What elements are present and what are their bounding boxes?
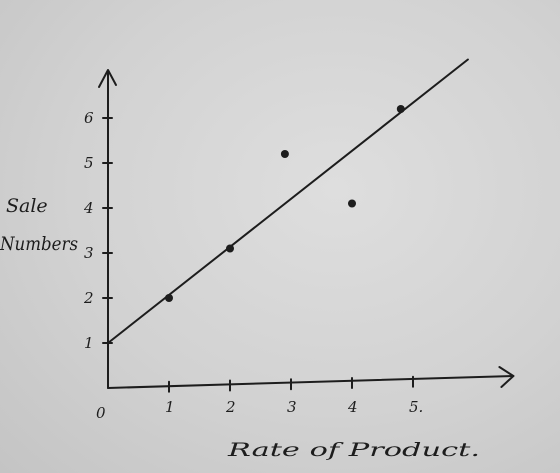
trend-line-group <box>108 60 468 344</box>
y-tick-label-5: 5 <box>84 154 94 172</box>
trend-line <box>108 60 468 344</box>
y-tick-label-6: 6 <box>84 109 94 127</box>
x-tick-label-1: 1 <box>165 398 175 416</box>
data-point-5 <box>397 105 405 113</box>
ticks <box>103 118 413 392</box>
x-tick-label-2: 2 <box>225 398 236 416</box>
tick-labels: 1 2 3 4 5. 1 2 3 4 5 6 <box>83 109 423 416</box>
data-point-4 <box>348 200 356 208</box>
data-point-2 <box>226 245 234 253</box>
x-tick-label-5: 5. <box>409 398 423 416</box>
y-tick-label-1: 1 <box>84 334 94 352</box>
y-tick-label-3: 3 <box>84 244 94 262</box>
x-axis-label: Rate of Product. <box>226 439 480 461</box>
axes <box>99 70 513 388</box>
data-point-1 <box>165 294 173 302</box>
x-tick-label-4: 4 <box>347 398 358 416</box>
origin-label: 0 <box>96 404 106 422</box>
y-axis-label-line-1: Sale <box>6 195 48 217</box>
y-tick-label-2: 2 <box>83 289 94 307</box>
x-tick-label-3: 3 <box>287 398 297 416</box>
y-axis-label-line-2: Numbers <box>0 233 78 255</box>
data-point-3 <box>281 150 289 158</box>
y-tick-label-4: 4 <box>83 199 94 217</box>
